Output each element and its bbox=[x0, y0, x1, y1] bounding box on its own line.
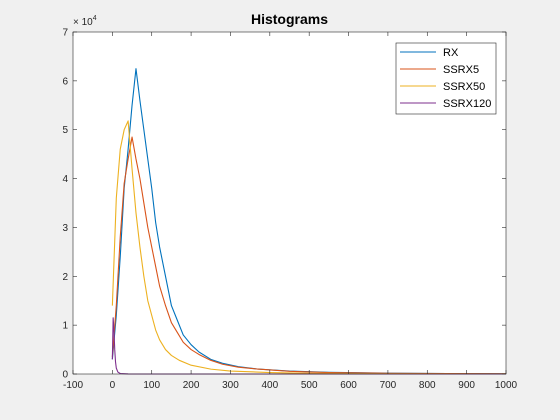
y-tick-label: 5 bbox=[62, 125, 68, 136]
y-tick-label: 0 bbox=[62, 370, 68, 381]
y-tick-label: 6 bbox=[62, 76, 68, 87]
x-tick-label: -100 bbox=[63, 380, 83, 391]
x-tick-label: 1000 bbox=[495, 380, 518, 391]
y-tick-label: 3 bbox=[62, 223, 68, 234]
x-tick-label: 700 bbox=[380, 380, 397, 391]
legend-label: SSRX50 bbox=[443, 81, 485, 93]
y-tick-label: 4 bbox=[62, 174, 68, 185]
x-axis: -100 0 100 200 300 400 500 600 700 800 900 1000 bbox=[63, 32, 518, 391]
series-layer bbox=[111, 68, 507, 375]
legend-label: RX bbox=[443, 47, 459, 59]
x-tick-label: 600 bbox=[340, 380, 357, 391]
x-tick-label: 800 bbox=[419, 380, 436, 391]
x-tick-label: 0 bbox=[110, 380, 116, 391]
y-exponent-label: × 104 bbox=[73, 15, 97, 28]
x-tick-label: 200 bbox=[183, 380, 200, 391]
x-tick-label: 900 bbox=[458, 380, 475, 391]
legend-label: SSRX5 bbox=[443, 64, 479, 76]
y-tick-label: 1 bbox=[62, 321, 68, 332]
axes-box bbox=[72, 31, 507, 375]
legend-box bbox=[395, 42, 497, 115]
legend: RX SSRX5 SSRX50 SSRX120 bbox=[395, 42, 497, 115]
y-tick-label: 7 bbox=[62, 28, 68, 39]
series-line-3 bbox=[111, 120, 507, 375]
x-tick-label: 400 bbox=[261, 380, 278, 391]
legend-label: SSRX120 bbox=[443, 98, 491, 110]
chart-title: Histograms bbox=[251, 11, 328, 27]
x-tick-label: 300 bbox=[222, 380, 239, 391]
y-tick-label: 2 bbox=[62, 272, 68, 283]
y-axis: 0 1 2 3 4 5 6 7 bbox=[62, 28, 506, 381]
x-tick-label: 100 bbox=[143, 380, 160, 391]
x-tick-label: 500 bbox=[301, 380, 318, 391]
